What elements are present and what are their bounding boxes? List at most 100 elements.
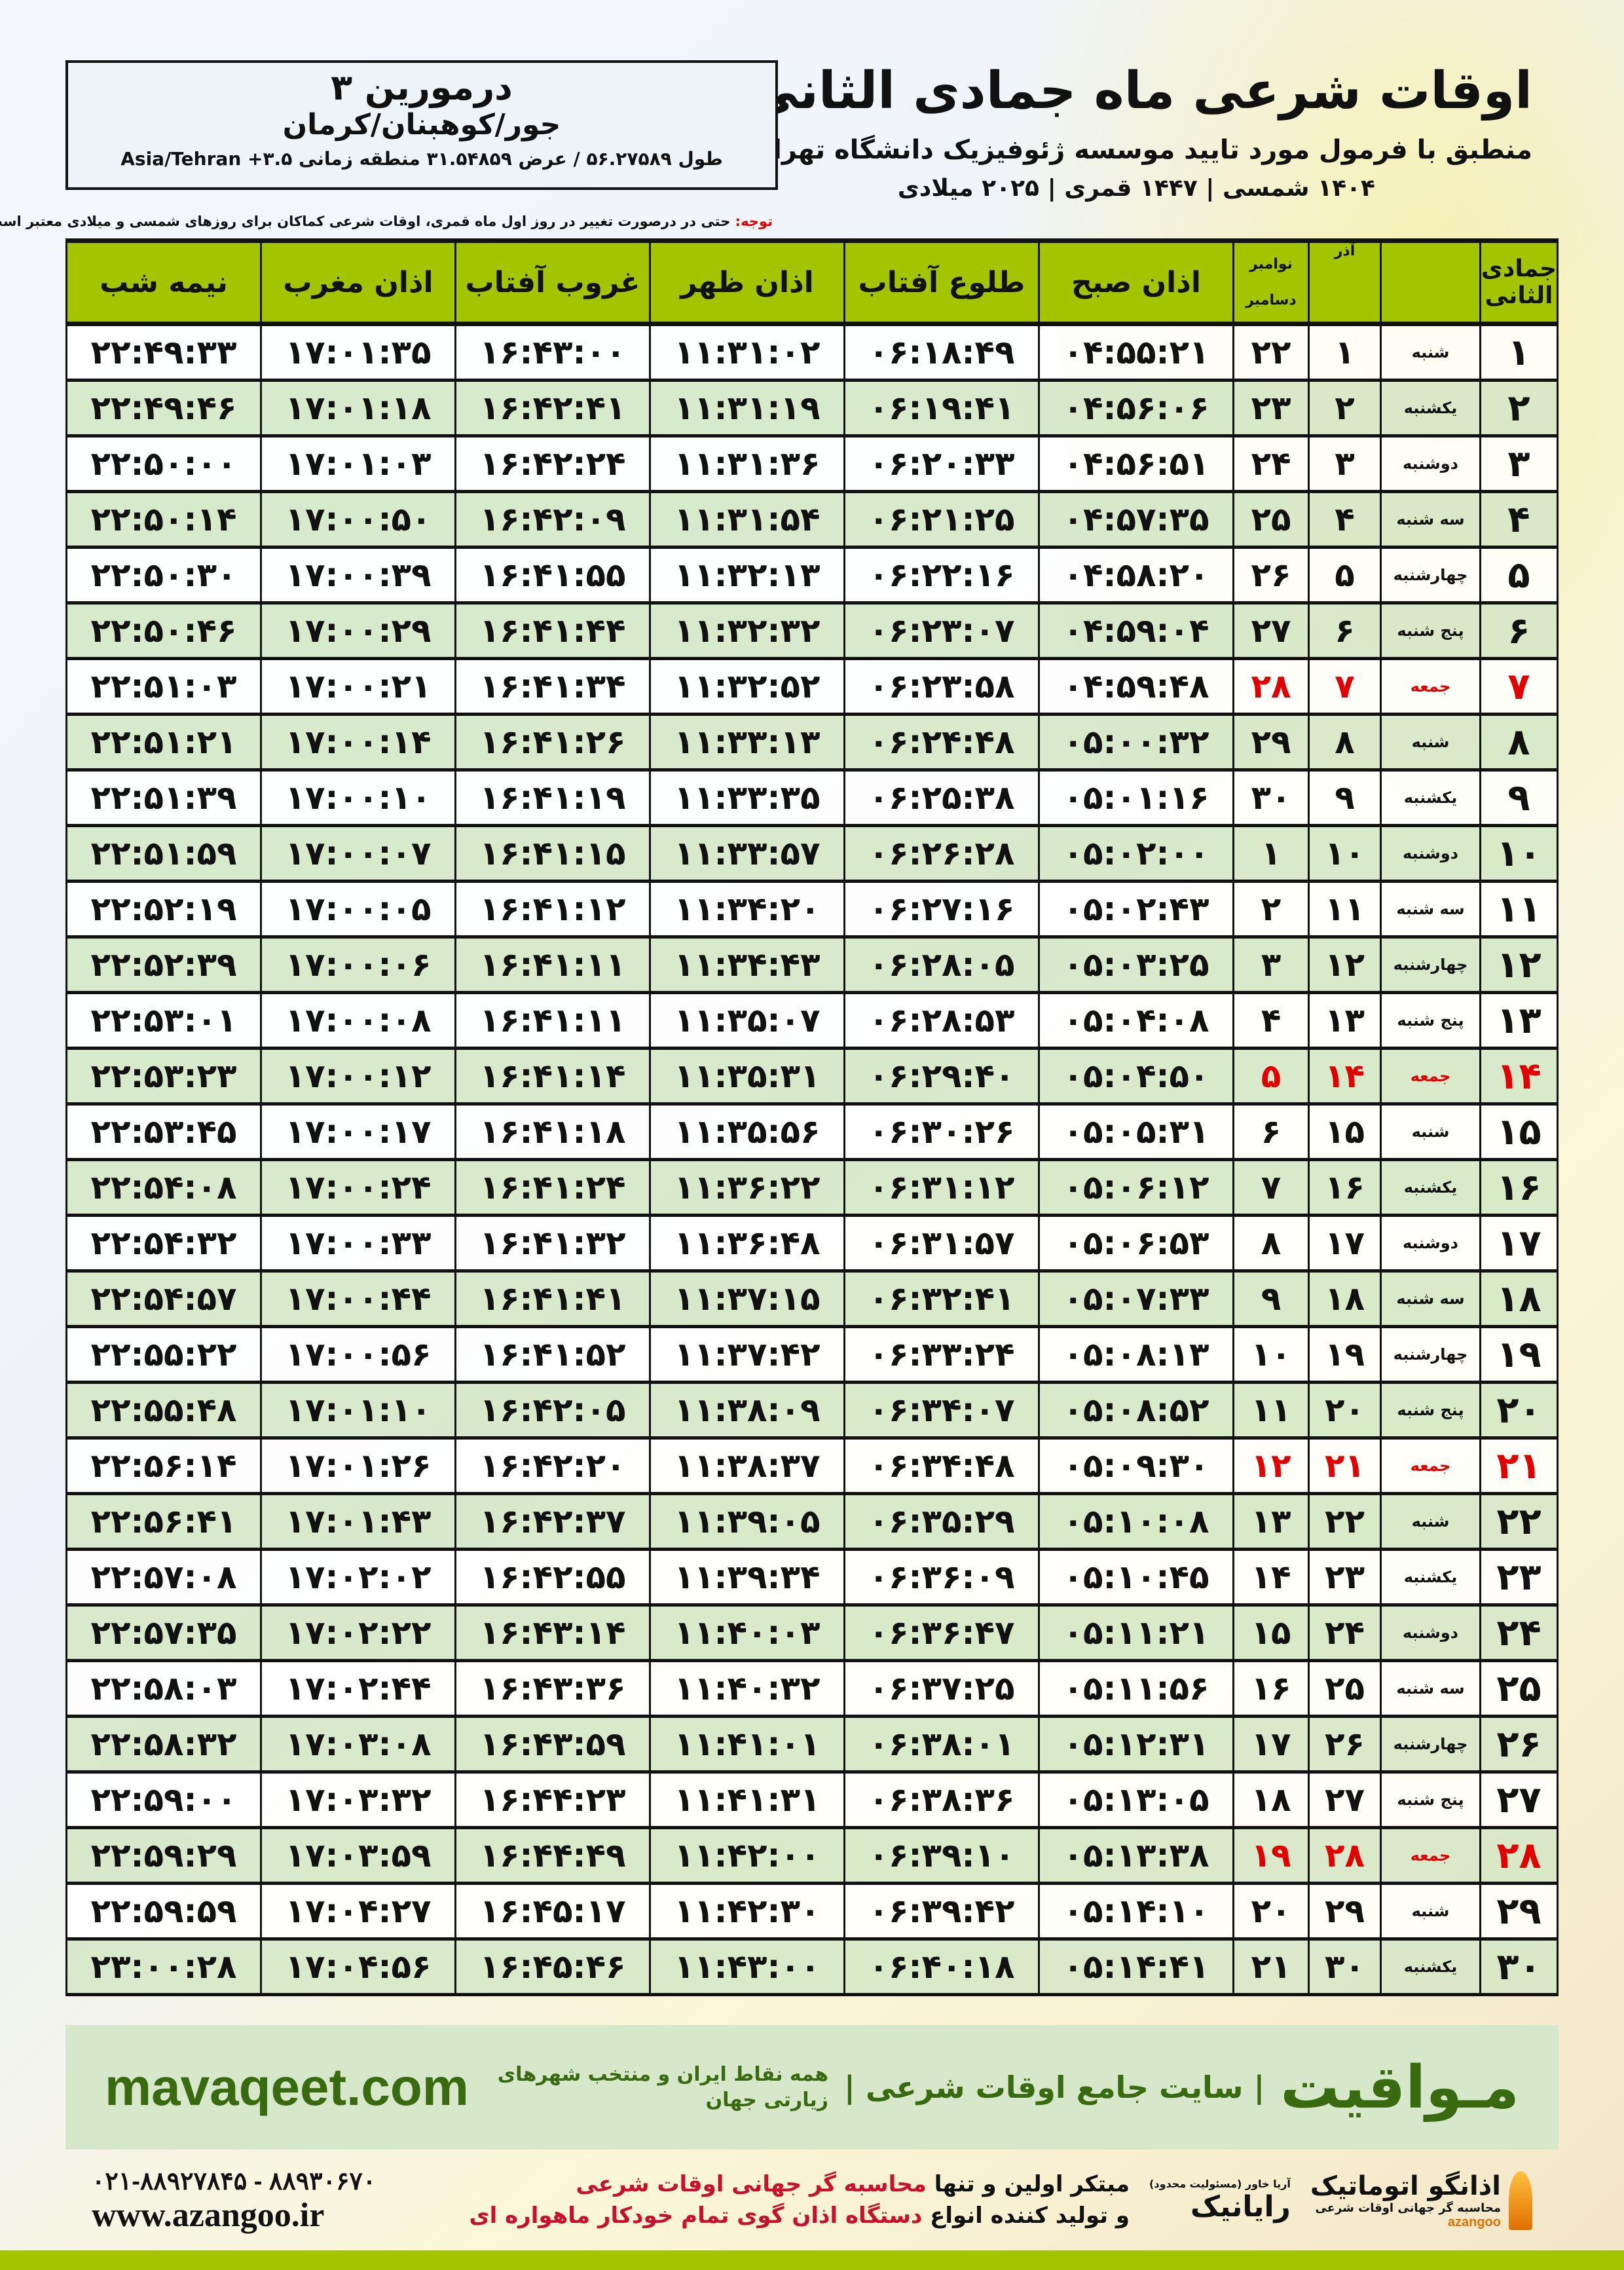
cell-fajr: ۰۵:۰۶:۱۲ <box>1038 1159 1234 1217</box>
cell-fajr: ۰۴:۵۹:۴۸ <box>1038 658 1234 716</box>
cell-hijri-day: ۸ <box>1479 713 1559 772</box>
cell-weekday: چهارشنبه <box>1380 546 1481 605</box>
cell-hijri-day: ۲ <box>1479 379 1559 437</box>
cell-dhuhr: ۱۱:۴۲:۳۰ <box>649 1882 845 1941</box>
cell-gregorian-day: ۴ <box>1232 992 1310 1050</box>
cell-hijri-day: ۱۰ <box>1479 825 1559 883</box>
cell-hijri-day: ۵ <box>1479 546 1559 605</box>
cell-sunrise: ۰۶:۳۱:۱۲ <box>843 1159 1040 1217</box>
cell-maghrib: ۱۷:۰۰:۱۷ <box>260 1103 456 1161</box>
cell-sunset: ۱۶:۴۱:۵۵ <box>454 546 651 605</box>
bottom-bar <box>0 2250 1624 2270</box>
cell-sunrise: ۰۶:۳۲:۴۱ <box>843 1270 1040 1328</box>
header-midnight: نیمه شب <box>65 238 262 326</box>
cell-weekday: یکشنبه <box>1380 769 1481 827</box>
cell-weekday: یکشنبه <box>1380 1938 1481 1996</box>
cell-hijri-day: ۲۵ <box>1479 1660 1559 1718</box>
cell-maghrib: ۱۷:۰۱:۲۶ <box>260 1437 456 1495</box>
table-row: ۲۹ شنبه ۲۹ ۲۰ ۰۵:۱۴:۱۰ ۰۶:۳۹:۴۲ ۱۱:۴۲:۳۰ ۱۶:۴۵:… <box>65 1882 1559 1941</box>
cell-sunrise: ۰۶:۲۶:۲۸ <box>843 825 1040 883</box>
page-title: اوقات شرعی ماه جمادی الثانی <box>747 62 1532 121</box>
cell-hijri-day: ۱۳ <box>1479 992 1559 1050</box>
cell-dhuhr: ۱۱:۴۲:۰۰ <box>649 1827 845 1885</box>
cell-dhuhr: ۱۱:۳۷:۱۵ <box>649 1270 845 1328</box>
cell-weekday: چهارشنبه <box>1380 1326 1481 1384</box>
header-azar: آذر <box>1308 238 1382 326</box>
header-dhuhr: اذان ظهر <box>649 238 845 326</box>
cell-fajr: ۰۵:۰۸:۱۳ <box>1038 1326 1234 1384</box>
cell-midnight: ۲۲:۵۱:۲۱ <box>65 713 262 772</box>
table-row: ۲۴ دوشنبه ۲۴ ۱۵ ۰۵:۱۱:۲۱ ۰۶:۳۶:۴۷ ۱۱:۴۰:۰۳ ۱۶:۴… <box>65 1604 1559 1662</box>
location-box: درمورین ۳ جور/کوهبنان/کرمان طول ۵۶.۲۷۵۸۹… <box>65 60 778 190</box>
cell-sunrise: ۰۶:۲۸:۰۵ <box>843 936 1040 994</box>
cell-sunset: ۱۶:۴۲:۵۵ <box>454 1548 651 1607</box>
cell-dhuhr: ۱۱:۳۱:۱۹ <box>649 379 845 437</box>
cell-sunset: ۱۶:۴۲:۳۷ <box>454 1493 651 1551</box>
header-gregorian: نوامبر دسامبر <box>1232 238 1310 326</box>
cell-sunrise: ۰۶:۲۷:۱۶ <box>843 880 1040 939</box>
cell-maghrib: ۱۷:۰۲:۰۲ <box>260 1548 456 1607</box>
cell-sunrise: ۰۶:۳۹:۱۰ <box>843 1827 1040 1885</box>
cell-hijri-day: ۳ <box>1479 435 1559 493</box>
cell-maghrib: ۱۷:۰۰:۰۸ <box>260 992 456 1050</box>
cell-weekday: پنج شنبه <box>1380 1771 1481 1829</box>
cell-sunset: ۱۶:۴۵:۴۶ <box>454 1938 651 1996</box>
azangoo-link[interactable]: www.azangoo.ir <box>92 2197 325 2234</box>
cell-gregorian-day: ۱۰ <box>1232 1326 1310 1384</box>
table-row: ۷ جمعه ۷ ۲۸ ۰۴:۵۹:۴۸ ۰۶:۲۳:۵۸ ۱۱:۳۲:۵۲ ۱۶:۴۱:۳۴… <box>65 658 1559 716</box>
cell-midnight: ۲۲:۵۲:۱۹ <box>65 880 262 939</box>
table-row: ۳۰ یکشنبه ۳۰ ۲۱ ۰۵:۱۴:۴۱ ۰۶:۴۰:۱۸ ۱۱:۴۳:۰۰ ۱۶:۴… <box>65 1938 1559 1996</box>
cell-sunrise: ۰۶:۲۰:۳۳ <box>843 435 1040 493</box>
cell-midnight: ۲۲:۵۸:۳۲ <box>65 1715 262 1774</box>
cell-gregorian-day: ۱ <box>1232 825 1310 883</box>
cell-midnight: ۲۲:۵۷:۳۵ <box>65 1604 262 1662</box>
footer: اذانگو اتوماتیک محاسبه گر جهانی اوقات شر… <box>65 2161 1559 2240</box>
cell-maghrib: ۱۷:۰۳:۳۲ <box>260 1771 456 1829</box>
cell-fajr: ۰۵:۱۰:۰۸ <box>1038 1493 1234 1551</box>
table-row: ۲۸ جمعه ۲۸ ۱۹ ۰۵:۱۳:۳۸ ۰۶:۳۹:۱۰ ۱۱:۴۲:۰۰ ۱۶:۴۴:… <box>65 1827 1559 1885</box>
cell-hijri-day: ۱۷ <box>1479 1214 1559 1273</box>
table-row: ۱۷ دوشنبه ۱۷ ۸ ۰۵:۰۶:۵۳ ۰۶:۳۱:۵۷ ۱۱:۳۶:۴۸ ۱۶:۴۱… <box>65 1214 1559 1273</box>
cell-sunset: ۱۶:۴۲:۰۵ <box>454 1381 651 1440</box>
cell-dhuhr: ۱۱:۳۶:۴۸ <box>649 1214 845 1273</box>
cell-dhuhr: ۱۱:۳۱:۳۶ <box>649 435 845 493</box>
table-row: ۱۵ شنبه ۱۵ ۶ ۰۵:۰۵:۳۱ ۰۶:۳۰:۲۶ ۱۱:۳۵:۵۶ ۱۶:۴۱:۱… <box>65 1103 1559 1161</box>
cell-hijri-day: ۴ <box>1479 491 1559 549</box>
location-coords: طول ۵۶.۲۷۵۸۹ / عرض ۳۱.۵۴۸۵۹ منطقه زمانی … <box>120 148 723 170</box>
cell-azar-day: ۲۱ <box>1308 1437 1382 1495</box>
cell-midnight: ۲۲:۵۲:۳۹ <box>65 936 262 994</box>
cell-maghrib: ۱۷:۰۰:۱۰ <box>260 769 456 827</box>
cell-fajr: ۰۴:۵۶:۵۱ <box>1038 435 1234 493</box>
cell-azar-day: ۳ <box>1308 435 1382 493</box>
mavaqeet-link[interactable]: mavaqeet.com <box>105 2058 469 2116</box>
cell-weekday: یکشنبه <box>1380 1159 1481 1217</box>
cell-weekday: سه شنبه <box>1380 1270 1481 1328</box>
header-fajr: اذان صبح <box>1038 238 1234 326</box>
cell-maghrib: ۱۷:۰۳:۵۹ <box>260 1827 456 1885</box>
cell-azar-day: ۷ <box>1308 658 1382 716</box>
cell-midnight: ۲۲:۵۷:۰۸ <box>65 1548 262 1607</box>
cell-hijri-day: ۹ <box>1479 769 1559 827</box>
cell-dhuhr: ۱۱:۳۹:۰۵ <box>649 1493 845 1551</box>
cell-weekday: دوشنبه <box>1380 825 1481 883</box>
table-row: ۱۹ چهارشنبه ۱۹ ۱۰ ۰۵:۰۸:۱۳ ۰۶:۳۳:۲۴ ۱۱:۳۷:۴۲ ۱۶… <box>65 1326 1559 1384</box>
cell-midnight: ۲۲:۵۳:۰۱ <box>65 992 262 1050</box>
page-subtitle: منطبق با فرمول مورد تایید موسسه ژئوفیزیک… <box>750 135 1532 165</box>
cell-midnight: ۲۲:۵۶:۴۱ <box>65 1493 262 1551</box>
cell-gregorian-day: ۲۸ <box>1232 658 1310 716</box>
cell-hijri-day: ۲۲ <box>1479 1493 1559 1551</box>
cell-hijri-day: ۲۱ <box>1479 1437 1559 1495</box>
cell-maghrib: ۱۷:۰۴:۲۷ <box>260 1882 456 1941</box>
cell-fajr: ۰۵:۰۲:۰۰ <box>1038 825 1234 883</box>
cell-gregorian-day: ۱۱ <box>1232 1381 1310 1440</box>
cell-azar-day: ۱۹ <box>1308 1326 1382 1384</box>
cell-midnight: ۲۲:۵۹:۰۰ <box>65 1771 262 1829</box>
cell-gregorian-day: ۹ <box>1232 1270 1310 1328</box>
cell-midnight: ۲۲:۵۶:۱۴ <box>65 1437 262 1495</box>
table-row: ۶ پنج شنبه ۶ ۲۷ ۰۴:۵۹:۰۴ ۰۶:۲۳:۰۷ ۱۱:۳۲:۳۲ ۱۶:۴… <box>65 602 1559 660</box>
cell-midnight: ۲۲:۵۸:۰۳ <box>65 1660 262 1718</box>
cell-midnight: ۲۲:۵۰:۱۴ <box>65 491 262 549</box>
cell-sunset: ۱۶:۴۳:۱۴ <box>454 1604 651 1662</box>
cell-sunrise: ۰۶:۴۰:۱۸ <box>843 1938 1040 1996</box>
cell-dhuhr: ۱۱:۳۶:۲۲ <box>649 1159 845 1217</box>
